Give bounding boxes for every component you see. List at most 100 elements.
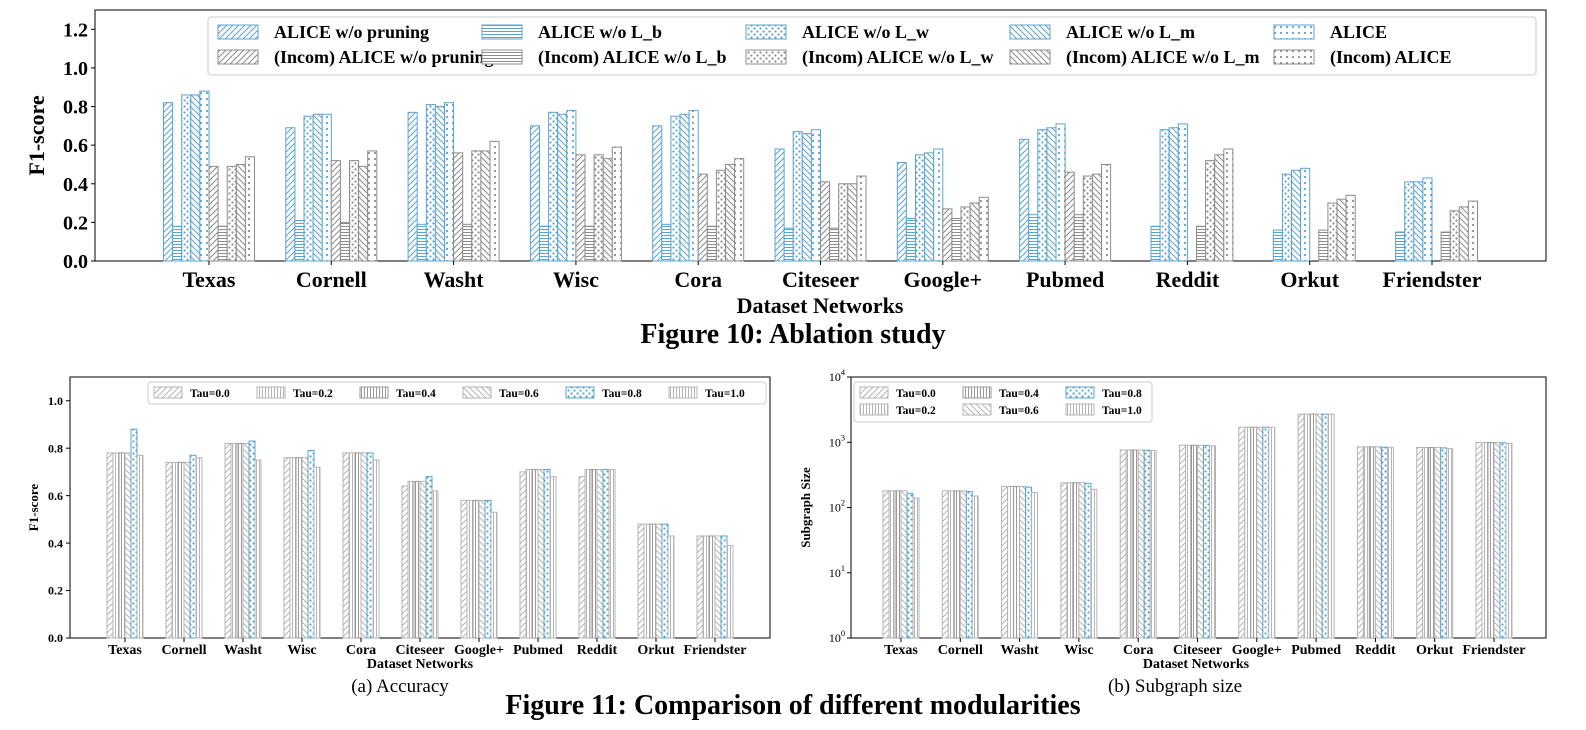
modularity-subgraph-size-chart: 100 101 102 103 104 Subgraph Size Texas Cornell… — [798, 368, 1547, 672]
legend-label-incom-alice-w-o-l-w: (Incom) ALICE w/o L_w — [802, 47, 994, 68]
bar-texas-tau-0-2 — [888, 490, 896, 639]
legend-swatch-tau-0-2 — [859, 403, 889, 416]
bar-orkut-tau-0-6 — [1434, 447, 1442, 639]
x-tick-label-citeseer: Citeseer — [396, 643, 445, 658]
legend-swatch-alice-w-o-l-w — [745, 24, 787, 40]
x-tick-label-washt: Washt — [1001, 643, 1039, 658]
bar-google-tau-0-0 — [460, 499, 468, 639]
bar-cora-incom-alice — [734, 158, 745, 262]
x-tick-label-texas: Texas — [183, 267, 236, 292]
x-tick-label-friendster: Friendster — [684, 643, 747, 658]
bar-reddit-tau-0-2 — [1362, 446, 1370, 639]
bar-friendster-alice-w-o-l-m — [1413, 181, 1424, 262]
bar-friendster-tau-0-8 — [1499, 442, 1507, 639]
bar-friendster-incom-alice — [1467, 200, 1479, 262]
bar-cora-tau-0-6 — [360, 452, 368, 639]
bar-pubmed-tau-0-6 — [537, 469, 545, 639]
bar-citeseer-tau-0-4 — [413, 480, 421, 639]
bar-washt-incom-alice-w-o-l-w — [471, 150, 482, 262]
bar-cora-tau-0-2 — [348, 452, 356, 639]
x-tick-label-cornell: Cornell — [938, 643, 983, 658]
bar-orkut-tau-0-8 — [661, 523, 669, 639]
y-tick-label: 0.0 — [63, 251, 88, 273]
bar-citeseer-tau-0-2 — [407, 480, 415, 639]
y-axis-label: F1-score — [26, 484, 41, 532]
bar-cornell-tau-0-4 — [177, 461, 185, 639]
bar-washt-incom-alice-w-o-l-b — [462, 223, 473, 262]
bar-wisc-tau-0-2 — [1066, 482, 1074, 639]
bar-wisc-tau-1-0 — [313, 466, 321, 639]
legend-label-alice-w-o-l-b: ALICE w/o L_b — [538, 22, 662, 42]
bar-google-tau-0-6 — [1256, 426, 1264, 639]
x-axis-label: Dataset Networks — [1143, 657, 1250, 672]
bar-google-tau-0-8 — [484, 499, 492, 639]
bar-texas-alice-w-o-l-m — [190, 94, 201, 262]
bar-orkut-tau-0-6 — [655, 523, 663, 639]
bar-citeseer-tau-0-8 — [1203, 445, 1210, 639]
bar-friendster-incom-alice-w-o-l-b — [1440, 231, 1451, 262]
bar-google-tau-0-0 — [1238, 426, 1246, 639]
bar-cornell-tau-0-8 — [965, 491, 973, 639]
bar-reddit-alice-w-o-l-b — [1150, 225, 1161, 262]
x-tick-label-orkut: Orkut — [1280, 267, 1339, 292]
bar-reddit-tau-0-8 — [1380, 446, 1388, 639]
legend-label-alice-w-o-l-m: ALICE w/o L_m — [1066, 22, 1195, 42]
bar-wisc-incom-alice-w-o-l-m — [602, 158, 613, 262]
x-tick-label-google: Google+ — [1232, 643, 1282, 658]
bar-reddit-alice-w-o-l-w — [1159, 129, 1170, 262]
bar-friendster-alice — [1422, 177, 1433, 262]
y-tick-label: 101 — [829, 564, 845, 580]
bar-cora-tau-0-8 — [1143, 449, 1151, 639]
legend-swatch-alice-w-o-l-b — [481, 24, 523, 40]
legend-swatch-tau-0-4 — [962, 386, 992, 399]
bar-texas-tau-0-6 — [124, 452, 132, 639]
bar-pubmed-tau-0-0 — [1297, 413, 1305, 639]
bar-pubmed-alice — [1055, 123, 1066, 262]
y-tick-label: 0.6 — [63, 135, 88, 157]
bar-google-tau-0-4 — [472, 499, 480, 639]
legend-swatch-incom-alice-w-o-pruning — [217, 49, 259, 65]
bar-friendster-tau-0-6 — [714, 535, 722, 639]
bar-citeseer-tau-0-0 — [401, 485, 409, 639]
bar-friendster-tau-0-0 — [696, 535, 704, 639]
bar-pubmed-incom-alice — [1101, 163, 1112, 262]
x-tick-label-texas: Texas — [884, 643, 918, 658]
bar-google-alice-w-o-pruning — [896, 162, 907, 262]
legend-label-tau-0-6: Tau=0.6 — [499, 388, 539, 400]
x-tick-label-reddit: Reddit — [1156, 267, 1220, 292]
bar-texas-tau-0-6 — [900, 490, 908, 639]
bar-cora-tau-0-0 — [1119, 449, 1127, 639]
bar-pubmed-tau-1-0 — [1327, 413, 1335, 639]
x-tick-label-wisc: Wisc — [287, 643, 316, 658]
x-tick-label-pubmed: Pubmed — [513, 643, 563, 658]
bar-texas-incom-alice-w-o-pruning — [208, 165, 219, 262]
bar-orkut-incom-alice — [1345, 194, 1356, 262]
legend-label-alice-w-o-pruning: ALICE w/o pruning — [274, 22, 429, 42]
bar-cora-alice-w-o-l-m — [679, 113, 690, 262]
bar-cora-tau-1-0 — [1149, 449, 1157, 639]
bar-cora-alice-w-o-l-w — [670, 115, 681, 262]
bar-reddit-alice-w-o-l-m — [1168, 127, 1179, 262]
bar-friendster-tau-1-0 — [1505, 442, 1513, 639]
bar-washt-tau-0-6 — [1019, 485, 1027, 639]
bar-google-incom-alice — [978, 196, 989, 262]
legend-swatch-tau-0-0 — [153, 386, 183, 399]
bar-google-tau-0-2 — [466, 499, 474, 639]
y-tick-label: 103 — [829, 433, 845, 449]
legend-label-tau-0-8: Tau=0.8 — [602, 388, 642, 400]
legend-swatch-tau-0-6 — [962, 403, 992, 416]
bar-google-tau-0-8 — [1262, 426, 1270, 639]
bar-google-alice — [933, 148, 944, 262]
bar-wisc-tau-0-4 — [1072, 482, 1080, 639]
bar-cornell-incom-alice — [367, 150, 378, 262]
bar-cora-incom-alice-w-o-pruning — [697, 173, 708, 262]
bar-citeseer-incom-alice — [856, 175, 867, 262]
legend-swatch-tau-0-8 — [1065, 386, 1095, 399]
bar-google-incom-alice-w-o-l-w — [960, 206, 971, 262]
bar-reddit-tau-0-2 — [584, 469, 592, 639]
bar-cora-tau-0-8 — [366, 452, 374, 639]
bar-pubmed-tau-0-2 — [1303, 413, 1311, 639]
bar-friendster-alice-w-o-l-b — [1395, 231, 1406, 262]
legend-label-tau-0-2: Tau=0.2 — [293, 388, 333, 400]
bar-wisc-incom-alice — [611, 146, 622, 262]
